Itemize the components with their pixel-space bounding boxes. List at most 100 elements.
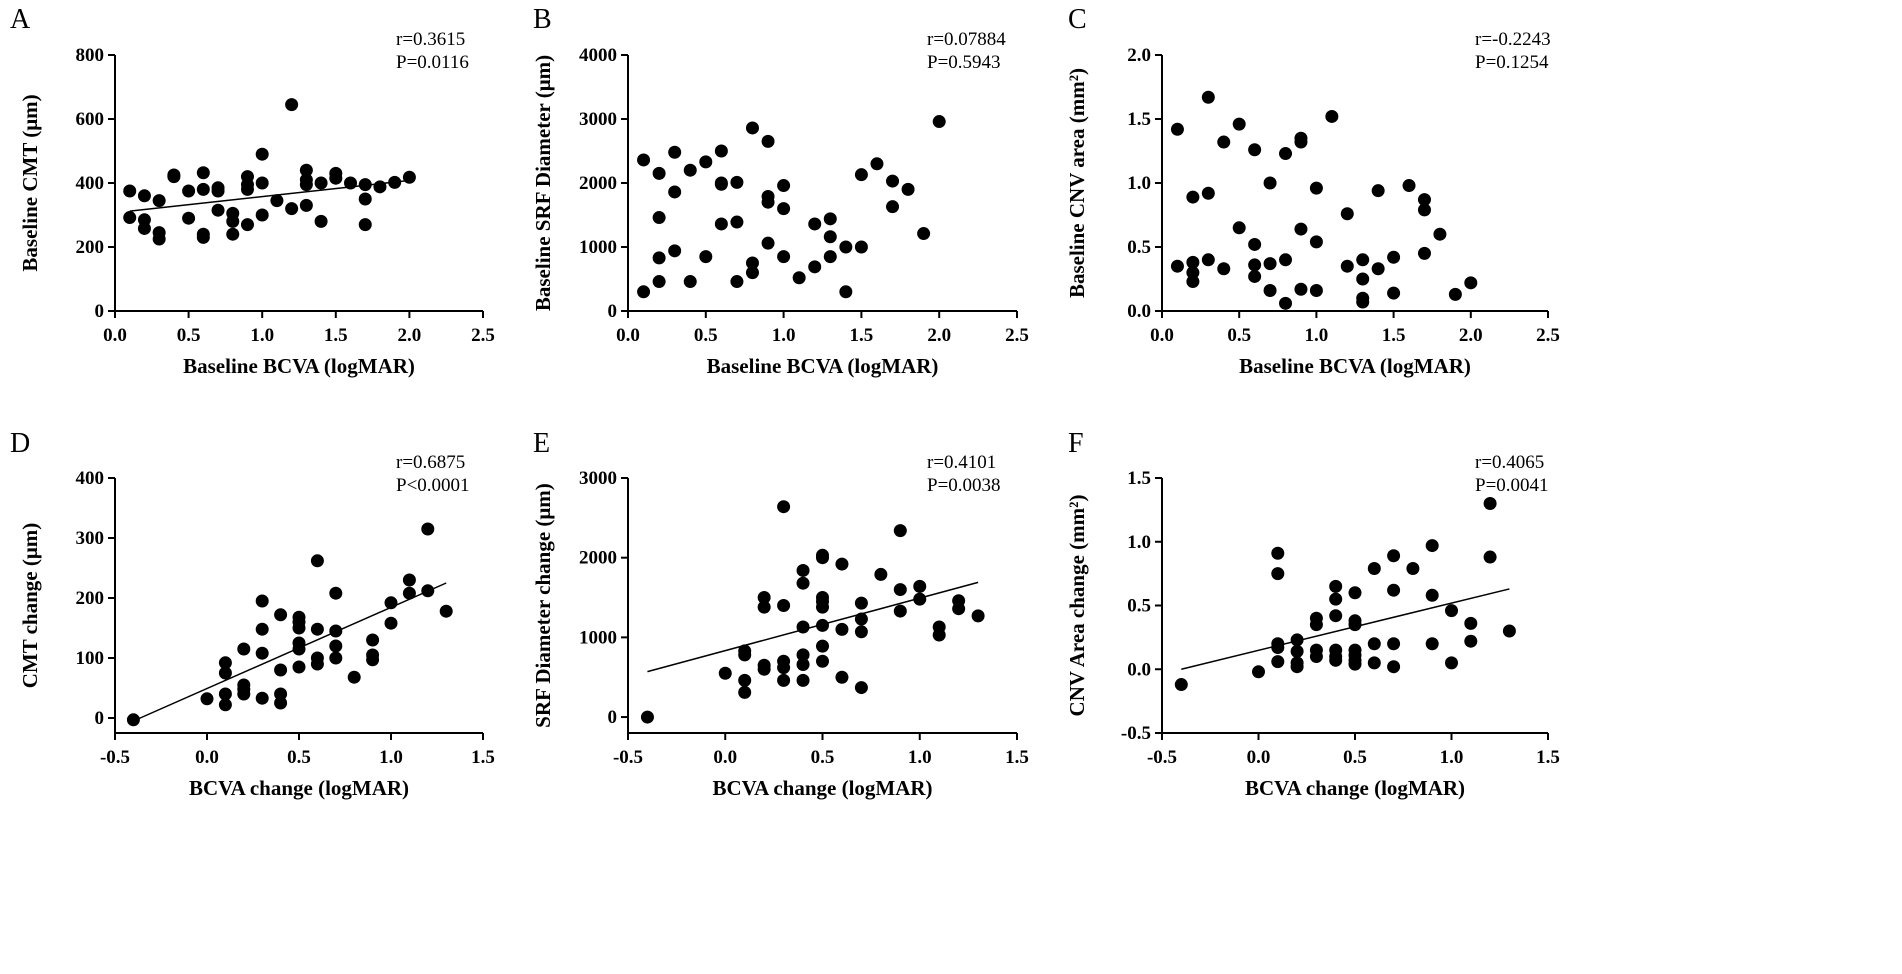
x-tick-label: 1.5	[324, 325, 348, 346]
data-point	[285, 98, 299, 112]
data-point	[1387, 637, 1401, 651]
data-point	[714, 177, 728, 191]
data-point	[808, 260, 822, 274]
stat-r-value: r=0.4101	[927, 452, 996, 473]
data-point	[1201, 186, 1215, 200]
y-tick-label: 600	[76, 109, 105, 130]
data-point	[893, 604, 907, 618]
data-point	[796, 563, 810, 577]
data-point	[777, 179, 791, 193]
data-point	[1371, 184, 1385, 198]
data-point	[1445, 604, 1458, 618]
data-point	[668, 145, 682, 159]
data-point	[1309, 284, 1323, 298]
data-point	[384, 616, 398, 630]
data-point	[1406, 562, 1420, 576]
x-tick-label: 1.0	[772, 325, 796, 346]
data-point	[347, 670, 361, 684]
stat-r-value: r=0.07884	[927, 29, 1006, 50]
data-point	[1186, 255, 1200, 269]
x-tick-label: 0.5	[177, 325, 201, 346]
data-point	[1417, 203, 1431, 217]
panel-letter: A	[10, 4, 31, 35]
data-point	[1186, 275, 1200, 289]
data-point	[329, 171, 343, 185]
data-point	[1367, 656, 1381, 670]
data-point	[745, 121, 759, 135]
x-axis-title: BCVA change (logMAR)	[1245, 776, 1465, 800]
data-point	[1232, 117, 1246, 131]
data-point	[683, 163, 697, 177]
data-point	[823, 250, 837, 264]
x-tick-label: 1.5	[1536, 747, 1560, 768]
data-point	[292, 621, 306, 635]
y-axis-title: SRF Diameter change (μm)	[531, 483, 555, 728]
data-point	[218, 698, 232, 712]
data-point	[1367, 562, 1381, 576]
data-point	[226, 214, 240, 228]
data-point	[745, 256, 759, 270]
x-tick-label: 0.0	[195, 747, 219, 768]
data-point	[1417, 246, 1431, 260]
x-tick-label: -0.5	[100, 747, 130, 768]
data-point	[255, 691, 269, 705]
data-point	[218, 666, 232, 680]
x-tick-label: 0.0	[713, 747, 737, 768]
panel-c: C 0.0 0.5 1.0 1.5 2.0 2.5 0.0 0.5 1.0 1.5 2.0 Baseli…	[1065, 4, 1560, 378]
x-tick-label: 1.5	[1382, 325, 1406, 346]
data-point	[1340, 207, 1354, 221]
data-point	[196, 182, 210, 196]
data-point	[761, 195, 775, 209]
data-point	[1329, 579, 1343, 593]
data-point	[1217, 262, 1231, 276]
y-tick-label: 0.5	[1127, 237, 1151, 258]
data-point	[1279, 147, 1293, 161]
y-tick-label: 200	[76, 588, 105, 609]
data-point	[1309, 650, 1323, 663]
data-point	[299, 163, 313, 177]
data-point	[1217, 135, 1231, 149]
data-point	[1356, 295, 1370, 309]
data-point	[839, 240, 853, 254]
data-point	[745, 266, 759, 280]
x-tick-label: 0.5	[694, 325, 718, 346]
data-point	[1464, 276, 1478, 290]
x-tick-label: 0.0	[103, 325, 127, 346]
data-point	[1170, 122, 1184, 136]
data-point	[285, 202, 299, 216]
data-point	[388, 175, 402, 189]
x-tick-label: 1.0	[1305, 325, 1329, 346]
x-tick-label: 1.5	[850, 325, 874, 346]
stat-p-value: P=0.0116	[396, 52, 469, 73]
data-point	[757, 591, 771, 605]
data-point	[421, 584, 435, 598]
data-point	[1387, 250, 1401, 264]
data-point	[668, 244, 682, 258]
data-point	[310, 622, 324, 636]
data-point	[1279, 296, 1293, 310]
data-point	[1325, 109, 1339, 123]
data-point	[1387, 583, 1401, 597]
data-point	[373, 180, 387, 194]
data-point	[137, 221, 151, 235]
stat-p-value: P=0.5943	[927, 52, 1001, 73]
data-point	[718, 666, 732, 680]
stat-p-value: P=0.0038	[927, 475, 1001, 496]
data-point	[668, 185, 682, 199]
data-point	[366, 653, 380, 667]
data-point	[854, 596, 868, 610]
data-point	[1174, 678, 1188, 692]
data-point	[292, 642, 306, 656]
data-point	[796, 620, 810, 634]
data-point	[1248, 237, 1262, 251]
data-point	[839, 285, 853, 299]
data-point	[329, 651, 343, 665]
data-point	[683, 275, 697, 289]
x-axis-title: Baseline BCVA (logMAR)	[183, 354, 415, 378]
data-point	[1309, 235, 1323, 249]
x-tick-label: 0.5	[811, 747, 835, 768]
y-tick-label: 1.0	[1127, 173, 1151, 194]
y-axis-title: Baseline CMT (μm)	[18, 94, 42, 271]
data-point	[1271, 567, 1285, 581]
data-point	[226, 227, 240, 241]
